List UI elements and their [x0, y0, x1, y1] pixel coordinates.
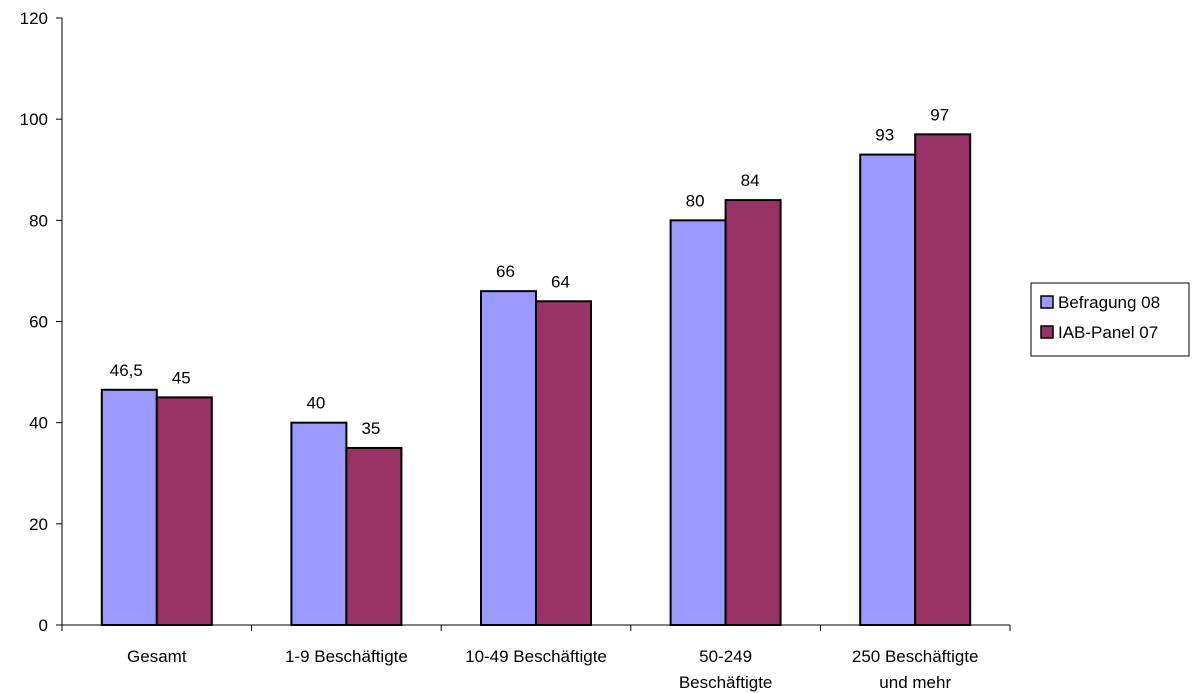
data-label: 84 [741, 171, 760, 190]
data-label: 93 [875, 126, 894, 145]
data-labels: 46,5 40 66 80 93 45 35 64 84 97 [110, 105, 949, 438]
data-label: 40 [306, 394, 325, 413]
bar-befragung-08 [859, 153, 917, 626]
data-label: 97 [930, 105, 949, 124]
bar-befragung-08 [290, 421, 348, 626]
bar-iab-panel-07 [724, 199, 782, 626]
y-tick-label: 60 [29, 313, 48, 332]
legend-label: Befragung 08 [1058, 293, 1160, 312]
legend: Befragung 08 IAB-Panel 07 [1030, 282, 1190, 357]
bar-befragung-08 [100, 388, 158, 626]
data-label: 64 [551, 272, 570, 291]
bar-befragung-08 [480, 290, 537, 626]
y-axis: 0 20 40 60 80 100 120 [20, 9, 63, 635]
category-label: 10-49 Beschäftigte [465, 647, 607, 666]
data-label: 45 [172, 368, 191, 387]
data-label: 46,5 [110, 361, 143, 380]
y-tick-label: 100 [20, 110, 48, 129]
y-tick-label: 0 [39, 616, 48, 635]
bar-iab-panel-07 [535, 300, 592, 626]
data-label: 35 [361, 419, 380, 438]
data-label: 80 [686, 191, 705, 210]
bar-befragung-08 [669, 219, 727, 626]
y-tick-label: 40 [29, 414, 48, 433]
category-label: Beschäftigte [679, 673, 773, 692]
category-label: und mehr [879, 673, 951, 692]
legend-swatch [1040, 325, 1054, 339]
legend-label: IAB-Panel 07 [1058, 323, 1158, 342]
bar-iab-panel-07 [345, 446, 403, 627]
data-label: 66 [496, 262, 515, 281]
bar-iab-panel-07 [155, 396, 213, 626]
category-label: 50-249 [699, 647, 752, 666]
category-label: 1-9 Beschäftigte [285, 647, 408, 666]
y-tick-label: 120 [20, 9, 48, 28]
y-tick-label: 80 [29, 211, 48, 230]
legend-swatch [1040, 295, 1054, 309]
bars [100, 133, 972, 627]
category-label: Gesamt [127, 647, 187, 666]
category-label: 250 Beschäftigte [852, 647, 979, 666]
y-tick-label: 20 [29, 515, 48, 534]
bar-iab-panel-07 [914, 133, 972, 626]
legend-box [1030, 282, 1190, 357]
x-axis: Gesamt 1-9 Beschäftigte 10-49 Beschäftigte… [61, 624, 1011, 692]
